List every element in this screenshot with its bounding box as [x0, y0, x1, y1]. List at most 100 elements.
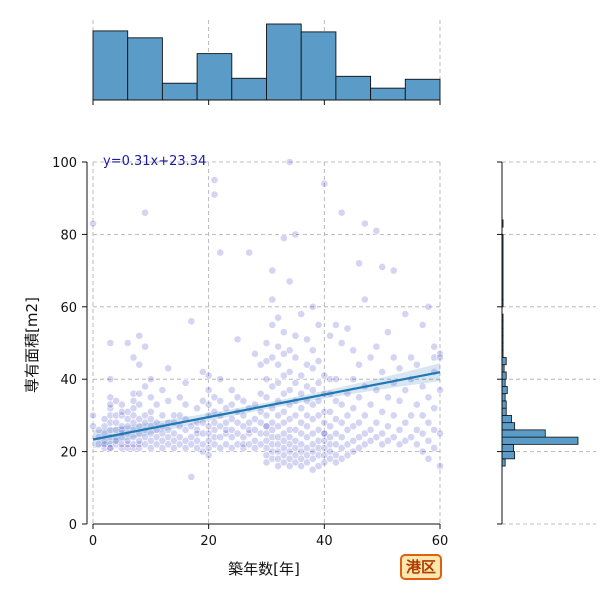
data-point [198, 447, 207, 456]
data-point [436, 386, 444, 394]
data-point [106, 393, 115, 402]
top-hist-bar [404, 78, 441, 101]
data-point [308, 346, 317, 355]
data-point [118, 400, 126, 409]
right-hist-bar [501, 414, 512, 424]
data-point [412, 440, 421, 449]
data-point [314, 378, 323, 387]
data-point [331, 320, 340, 329]
data-point [89, 422, 97, 431]
data-point [285, 368, 294, 376]
data-point [337, 433, 346, 442]
data-point [430, 404, 439, 413]
top-hist-bar [231, 77, 267, 101]
data-point [320, 429, 329, 438]
data-point [274, 342, 282, 351]
data-point [285, 425, 294, 434]
y-tick-label: 100 [52, 156, 77, 171]
data-point [314, 357, 323, 365]
data-point [187, 473, 196, 481]
data-point [239, 440, 248, 449]
data-point [314, 462, 323, 470]
x-tick-label: 20 [200, 534, 217, 549]
data-point [401, 386, 410, 394]
data-point [331, 440, 340, 449]
data-point [297, 429, 306, 438]
data-point [112, 411, 121, 420]
data-point [135, 389, 144, 398]
data-point [187, 422, 196, 431]
regression-equation: y=0.31x+23.34 [103, 154, 206, 169]
data-point [418, 320, 427, 329]
data-point [175, 393, 184, 402]
data-point [204, 451, 213, 460]
data-point [297, 371, 306, 380]
data-point [297, 418, 306, 427]
x-axis-title: 築年数[年] [228, 560, 300, 578]
data-point [401, 310, 410, 318]
data-point [193, 404, 201, 413]
data-point [245, 440, 254, 449]
top-hist-bar [370, 87, 406, 101]
data-point [308, 386, 317, 394]
data-point [308, 364, 317, 373]
data-point [436, 429, 444, 438]
right-hist-bar [501, 400, 507, 409]
top-hist-bar [92, 30, 129, 101]
data-point [112, 436, 121, 445]
data-point [233, 418, 242, 427]
data-point [424, 393, 433, 402]
y-tick-label: 20 [60, 446, 77, 461]
data-point [297, 310, 306, 318]
data-point [175, 433, 184, 442]
data-point [279, 328, 288, 337]
top-hist-bar [335, 75, 372, 101]
data-point [430, 444, 439, 452]
data-point [274, 360, 282, 369]
data-point [372, 342, 381, 351]
data-point [436, 353, 444, 362]
top-hist-bar [161, 82, 198, 101]
data-point [245, 425, 254, 434]
axes: 0 20 40 60 0 20 40 60 80 100 [52, 156, 448, 549]
data-point [430, 342, 439, 351]
data-point [303, 433, 311, 442]
data-point [256, 407, 265, 416]
data-point [349, 422, 358, 431]
data-point [187, 433, 196, 442]
data-point [331, 375, 340, 384]
data-point [262, 393, 271, 402]
data-point [227, 415, 236, 423]
data-point [181, 425, 190, 434]
data-point [314, 425, 323, 434]
data-point [320, 418, 329, 427]
y-tick-label: 80 [60, 228, 77, 243]
data-point [262, 357, 271, 365]
data-point [303, 335, 311, 344]
data-point [303, 422, 311, 431]
data-point [285, 158, 294, 166]
data-point [164, 397, 173, 405]
data-point [268, 295, 277, 304]
data-point [291, 436, 300, 445]
data-point [395, 425, 404, 434]
data-point [89, 219, 97, 228]
top-hist-bar [127, 37, 163, 101]
data-point [297, 389, 306, 398]
data-point [291, 331, 300, 340]
data-point [407, 433, 415, 442]
data-point [285, 415, 294, 423]
data-point [279, 371, 288, 380]
data-point [308, 302, 317, 311]
data-point [204, 386, 213, 394]
data-point [378, 440, 387, 449]
data-point [239, 422, 248, 431]
data-point [343, 411, 352, 420]
data-point [378, 407, 387, 416]
data-point [193, 429, 201, 438]
data-point [343, 451, 352, 460]
data-point [135, 400, 144, 409]
data-point [331, 429, 340, 438]
data-point [262, 411, 271, 420]
